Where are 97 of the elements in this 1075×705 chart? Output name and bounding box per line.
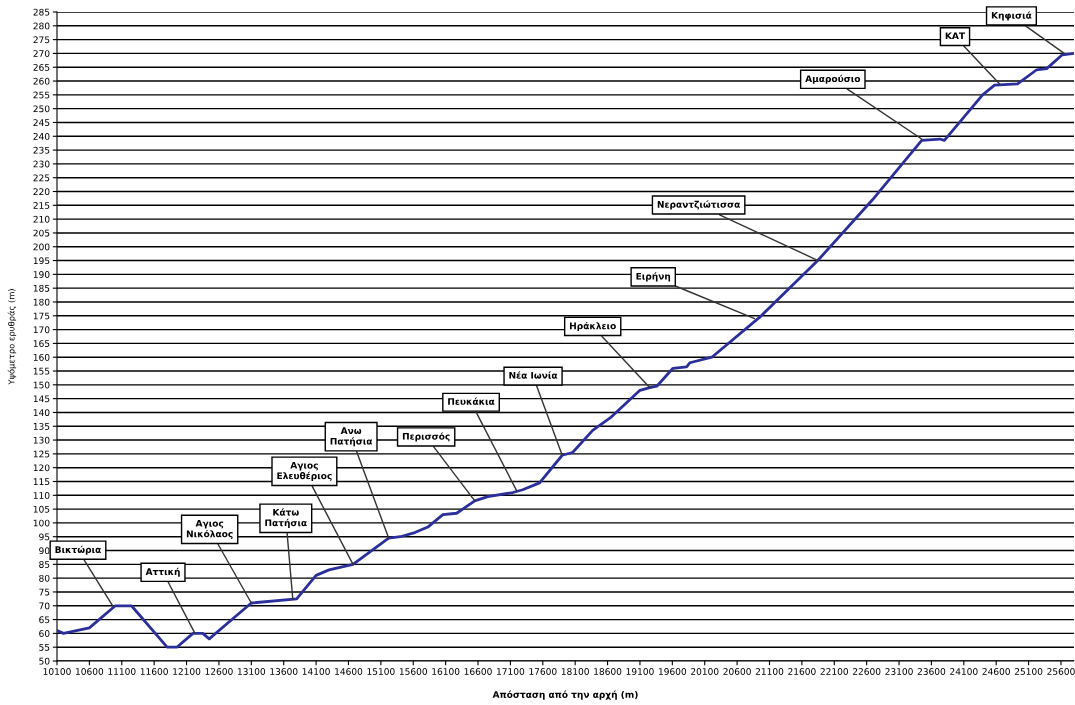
annotation: Ηράκλειο	[570, 321, 616, 332]
x-tick-label: 11100	[108, 668, 136, 675]
x-tick-label: 16100	[432, 668, 460, 675]
annotation: Βικτώρια	[55, 545, 101, 555]
y-tick-label: 50	[39, 657, 50, 665]
x-tick-label: 23100	[885, 668, 913, 675]
x-tick-label: 11600	[140, 668, 168, 675]
x-tick-label: 21100	[755, 668, 784, 675]
x-tick-label: 10100	[43, 668, 71, 675]
annotation: Αμαρούσιο	[805, 74, 861, 84]
x-tick-label: 14100	[302, 668, 330, 675]
x-tick-label: 21600	[788, 668, 816, 675]
y-tick-label: 250	[33, 105, 50, 113]
y-tick-label: 260	[33, 77, 50, 85]
y-tick-label: 165	[33, 340, 50, 347]
x-axis-title: Απόσταση από την αρχή (m)	[492, 690, 638, 700]
x-tick-label: 17100	[497, 668, 525, 675]
annotation: Νέα Ιωνία	[509, 371, 558, 379]
annotation: Πευκάκια	[448, 397, 495, 405]
y-tick-label: 205	[33, 229, 50, 237]
x-tick-label: 12600	[205, 668, 233, 675]
annotation: Κάτω Πατήσια	[265, 508, 307, 528]
x-tick-label: 20600	[723, 668, 751, 675]
y-tick-label: 70	[39, 602, 50, 610]
y-tick-label: 90	[39, 547, 50, 555]
annotation: Αγιος Ελευθέριος	[277, 461, 332, 481]
y-tick-label: 285	[33, 8, 50, 16]
x-tick-label: 20100	[691, 668, 719, 675]
y-tick-label: 55	[39, 644, 50, 651]
y-tick-label: 140	[33, 409, 50, 416]
annotation: Περισσός	[402, 432, 450, 442]
y-tick-label: 245	[33, 119, 50, 127]
y-tick-label: 95	[39, 533, 50, 541]
y-tick-label: 195	[33, 257, 50, 265]
y-tick-label: 185	[33, 284, 50, 292]
y-tick-label: 235	[33, 146, 50, 154]
y-tick-label: 125	[33, 450, 50, 458]
x-tick-label: 13600	[270, 668, 298, 675]
y-tick-label: 220	[33, 188, 50, 196]
y-tick-label: 110	[33, 492, 50, 499]
x-tick-label: 22100	[820, 668, 849, 675]
x-tick-label: 18100	[561, 668, 589, 675]
x-tick-label: 13100	[237, 668, 266, 675]
y-tick-label: 60	[39, 630, 50, 637]
annotation: Κηφισιά	[991, 11, 1032, 21]
annotation: Νεραντζιώτισσα	[657, 200, 740, 210]
y-tick-label: 85	[39, 561, 50, 568]
y-tick-label: 200	[33, 243, 50, 251]
x-tick-label: 25600	[1047, 668, 1075, 675]
x-tick-label: 23600	[917, 668, 946, 675]
y-tick-label: 265	[33, 63, 50, 71]
y-tick-label: 255	[33, 91, 50, 99]
y-tick-label: 275	[33, 36, 50, 44]
y-tick-label: 175	[33, 312, 50, 320]
y-tick-label: 225	[33, 174, 50, 182]
x-tick-label: 10600	[76, 668, 104, 675]
x-tick-label: 25100	[1014, 668, 1043, 675]
y-tick-label: 180	[33, 298, 50, 306]
x-tick-label: 15600	[399, 668, 428, 675]
y-tick-label: 210	[33, 215, 50, 223]
y-tick-label: 230	[33, 160, 50, 168]
y-tick-label: 280	[33, 22, 50, 30]
y-tick-label: 215	[33, 202, 50, 209]
x-tick-label: 17600	[529, 668, 557, 675]
y-tick-label: 155	[33, 367, 50, 375]
y-tick-label: 65	[39, 616, 50, 624]
x-tick-label: 24100	[950, 668, 978, 675]
x-tick-label: 12100	[173, 668, 201, 675]
y-tick-label: 160	[33, 353, 50, 361]
y-tick-label: 150	[33, 381, 50, 389]
y-tick-label: 75	[39, 588, 50, 596]
x-tick-label: 18600	[594, 668, 622, 675]
y-tick-label: 80	[39, 574, 50, 582]
y-tick-label: 170	[33, 326, 50, 334]
x-tick-label: 16600	[464, 668, 492, 675]
y-tick-label: 145	[33, 395, 50, 403]
x-tick-label: 19100	[626, 668, 654, 675]
y-tick-label: 120	[33, 464, 50, 472]
y-tick-label: 105	[33, 505, 50, 513]
x-tick-label: 24600	[982, 668, 1010, 675]
y-tick-label: 130	[33, 436, 50, 444]
annotation: Ανω Πατήσια	[330, 427, 373, 447]
y-tick-label: 240	[33, 133, 50, 140]
annotation: Αττική	[145, 567, 180, 577]
y-tick-label: 190	[33, 271, 50, 278]
y-tick-label: 115	[33, 478, 50, 486]
y-tick-label: 135	[33, 422, 50, 430]
y-axis-title: Υψόμετρο ερυθράς (m)	[7, 289, 17, 385]
annotation: Αγιος Νικόλαος	[186, 520, 233, 540]
x-tick-label: 22600	[852, 668, 881, 675]
annotation: ΚΑΤ	[945, 32, 966, 40]
x-tick-label: 19600	[658, 668, 687, 675]
x-tick-label: 14600	[335, 668, 363, 675]
x-tick-label: 15100	[367, 668, 395, 675]
y-tick-label: 100	[33, 519, 50, 527]
y-tick-label: 270	[33, 50, 50, 57]
annotation: Ειρήνη	[636, 272, 671, 282]
